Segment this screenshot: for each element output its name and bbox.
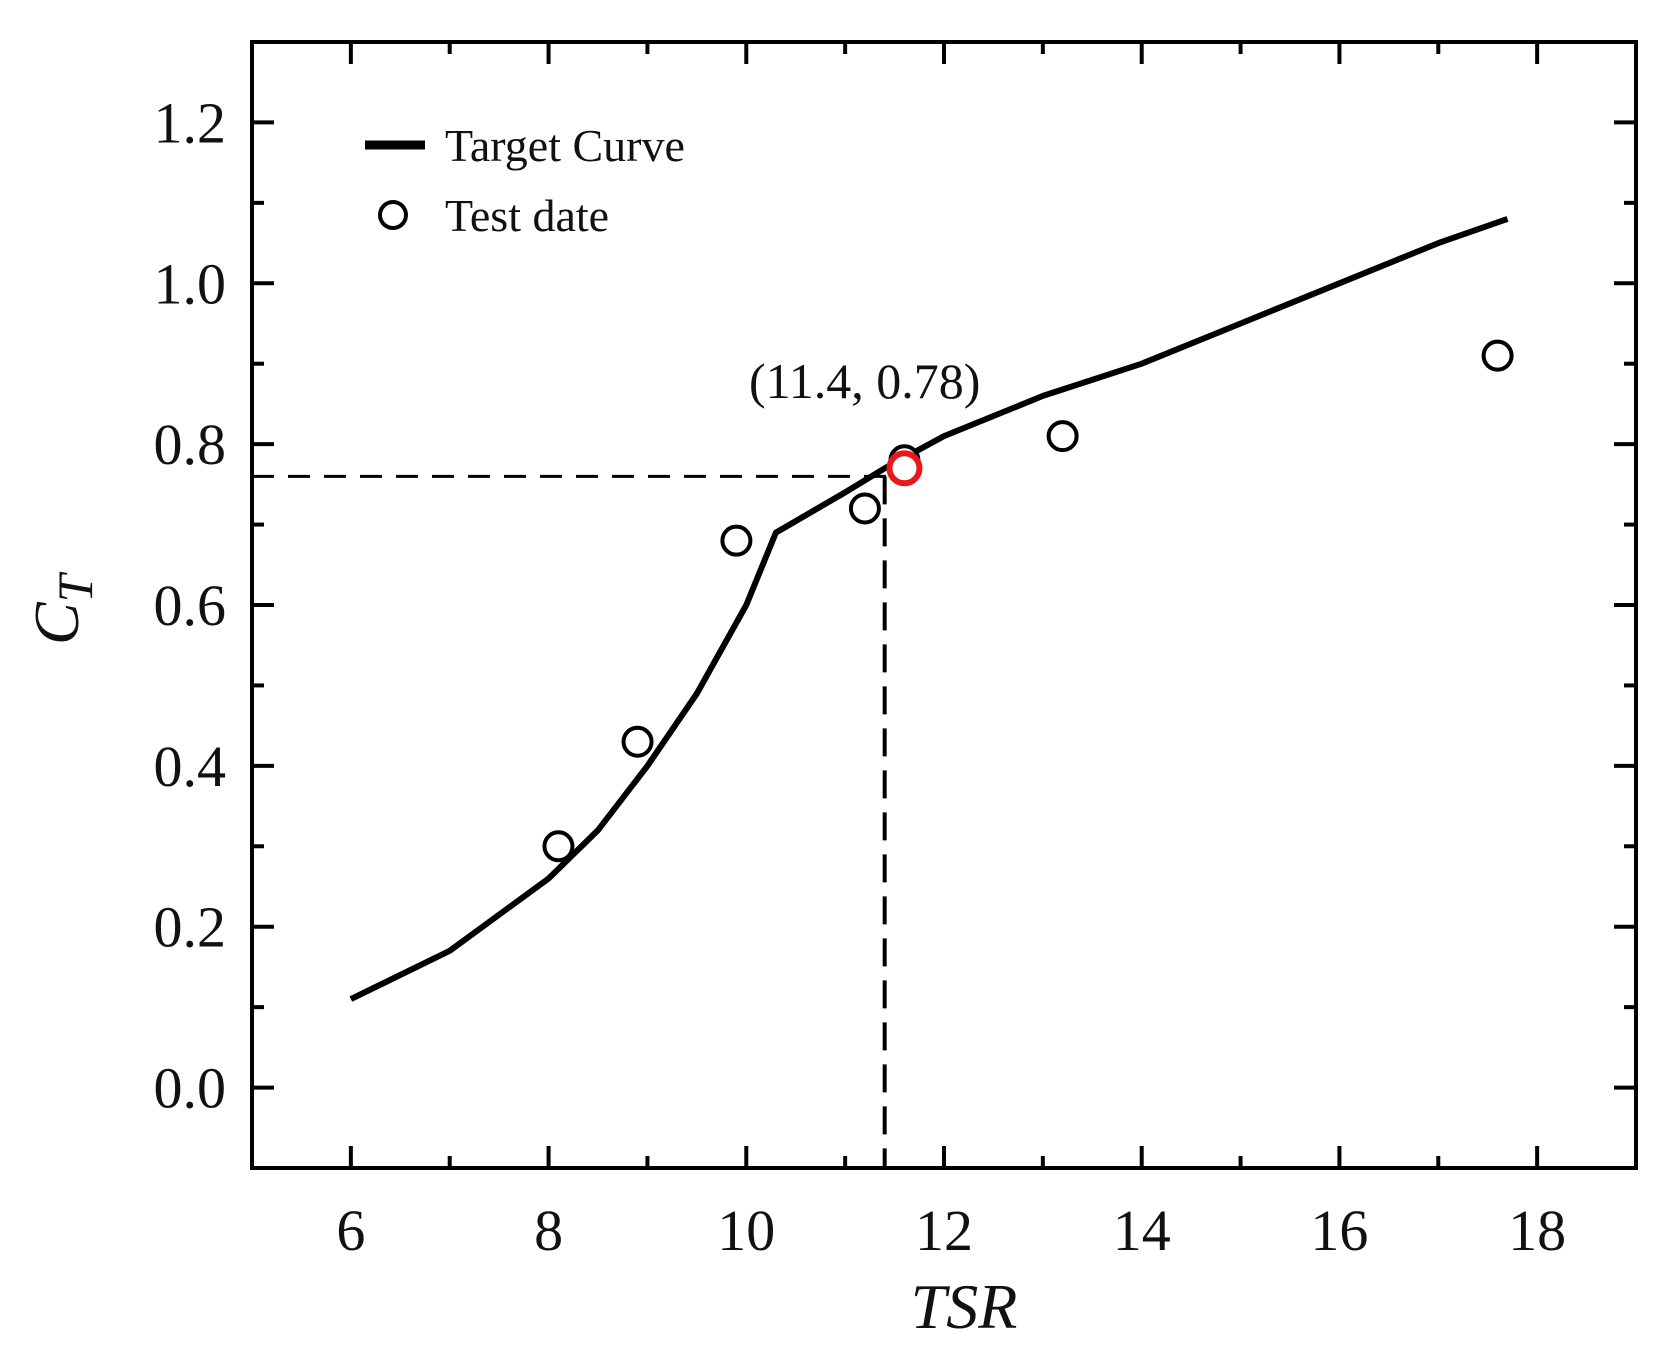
data-point-test-date (1046, 420, 1079, 453)
data-point-test-date (542, 830, 575, 863)
data-point-test-date (621, 725, 654, 758)
legend-label-test-date: Test date (445, 190, 609, 241)
y-tick-label: 0.8 (154, 412, 227, 477)
x-axis-title: TSR (911, 1271, 1018, 1342)
y-tick-label: 0.2 (154, 895, 227, 960)
data-point-test-date (1481, 339, 1514, 372)
y-tick-label: 0.4 (154, 734, 227, 799)
x-tick-label: 14 (1113, 1198, 1171, 1263)
x-tick-label: 12 (915, 1198, 973, 1263)
x-tick-label: 6 (336, 1198, 365, 1263)
svg-text:CT: CT (21, 571, 103, 645)
y-axis-title: CT (21, 571, 103, 645)
series-line-target-curve (349, 216, 1509, 1002)
y-tick-label: 0.0 (154, 1056, 227, 1121)
y-tick-label: 1.0 (154, 251, 227, 316)
y-axis-title-main: C (21, 601, 92, 645)
legend-label-target-curve: Target Curve (445, 120, 685, 171)
data-point-test-date (848, 492, 881, 525)
y-tick-label: 0.6 (154, 573, 227, 638)
x-tick-label: 16 (1310, 1198, 1368, 1263)
legend: Target Curve Test date (365, 120, 685, 241)
tick-labels: 6 8 10 12 14 16 18 0.0 0.2 0.4 0.6 0.8 1.0 1.2 (154, 90, 1567, 1263)
highlight-point (886, 450, 923, 487)
plot-content (252, 216, 1514, 1168)
legend-marker-swatch (378, 200, 408, 230)
x-tick-label: 18 (1508, 1198, 1566, 1263)
point-annotation: (11.4, 0.78) (749, 353, 980, 409)
y-tick-label: 1.2 (154, 90, 227, 155)
y-axis-title-subscript: T (47, 571, 103, 602)
x-tick-label: 10 (717, 1198, 775, 1263)
axis-ticks (250, 40, 1638, 1170)
x-tick-label: 8 (534, 1198, 563, 1263)
data-point-test-date (720, 524, 753, 557)
